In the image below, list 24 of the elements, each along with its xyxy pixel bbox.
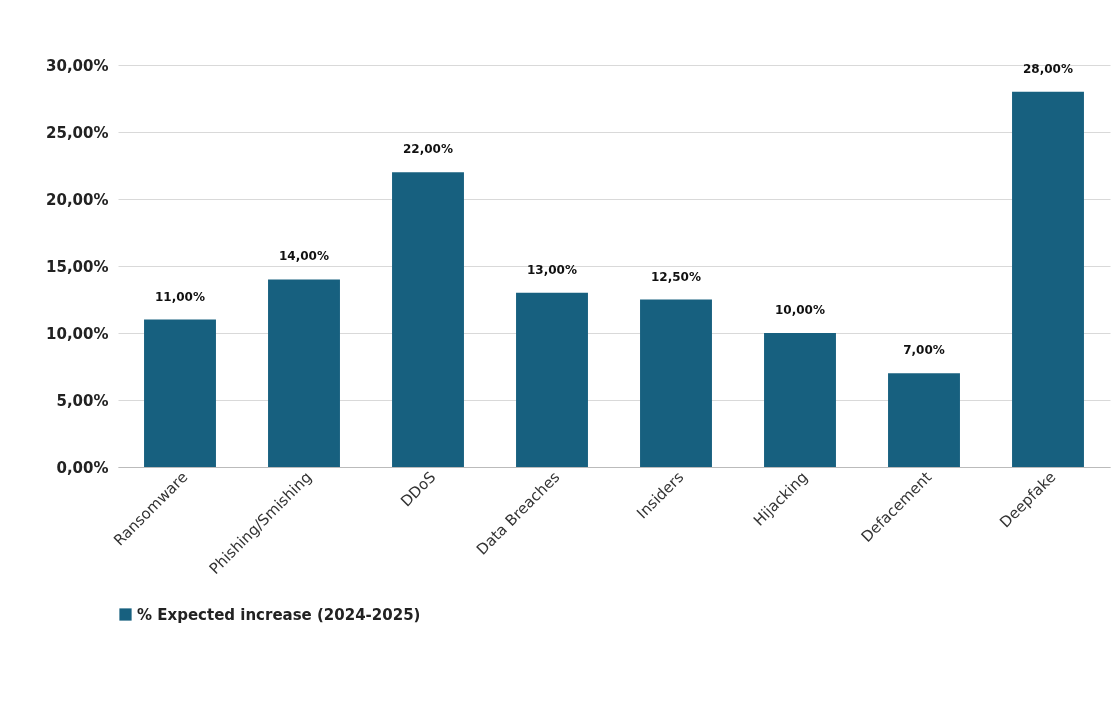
- data-label: 14,00%: [279, 249, 329, 264]
- data-label: 11,00%: [155, 289, 205, 304]
- bar: [888, 373, 960, 467]
- bar: [764, 333, 836, 467]
- y-tick-label: 30,00%: [46, 56, 109, 75]
- data-label: 7,00%: [903, 343, 945, 358]
- legend-label: % Expected increase (2024-2025): [137, 605, 421, 624]
- y-tick-label: 10,00%: [46, 324, 109, 343]
- y-tick-label: 0,00%: [56, 458, 109, 477]
- y-tick-label: 15,00%: [46, 257, 109, 276]
- data-label: 22,00%: [403, 142, 453, 157]
- data-label: 10,00%: [775, 303, 825, 317]
- data-label: 28,00%: [1023, 61, 1073, 76]
- bar: [144, 319, 216, 467]
- bar: [392, 172, 464, 467]
- y-tick-label: 20,00%: [46, 190, 109, 209]
- y-tick-label: 5,00%: [56, 391, 109, 410]
- bar: [1012, 91, 1084, 467]
- y-tick-label: 25,00%: [46, 123, 109, 142]
- bar: [268, 279, 340, 467]
- bar: [640, 299, 712, 467]
- data-label: 13,00%: [527, 262, 577, 277]
- bar: [516, 292, 588, 467]
- data-label: 12,50%: [651, 269, 701, 284]
